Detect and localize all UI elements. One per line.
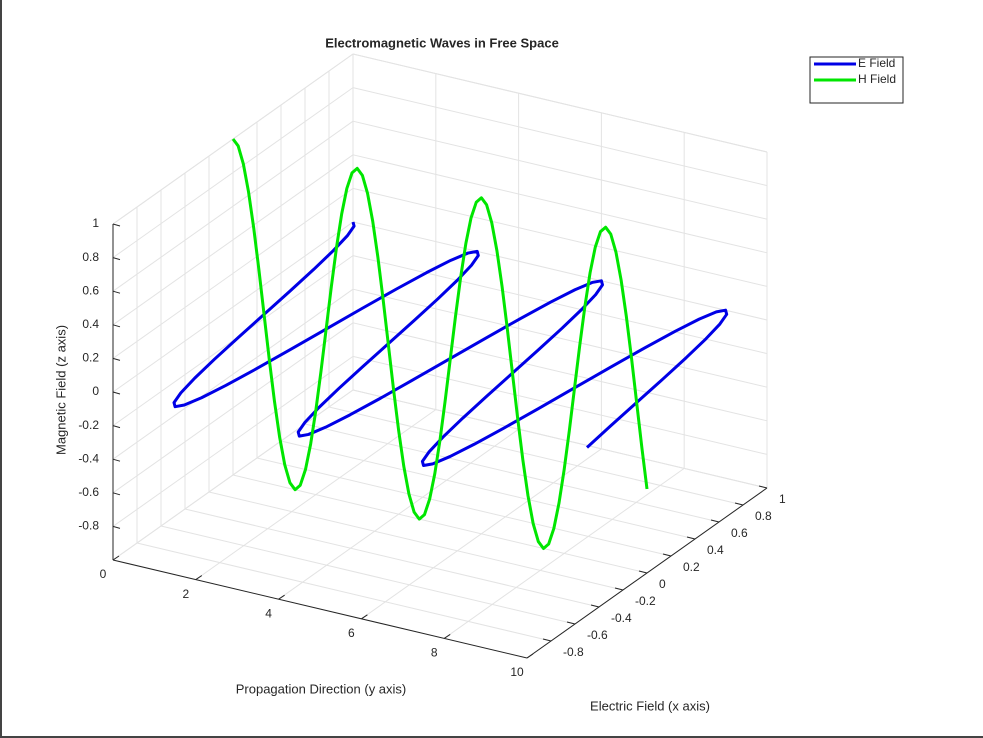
x-tick-label: -0.2 [635,594,656,608]
tick-mark [278,594,285,600]
grid-line [195,409,437,581]
y-tick-label: 8 [431,646,438,660]
x-tick-label: 0.4 [707,543,724,557]
x-tick-label: -0.8 [563,645,584,659]
grid-line [112,154,354,326]
grid-line [184,508,600,608]
y-tick-label: 0 [100,567,107,581]
tick-mark [734,502,744,506]
tick-mark [112,555,120,561]
grid-line [352,154,768,254]
x-tick-label: 0.8 [755,509,772,523]
z-tick-label: 0 [92,384,99,398]
tick-mark [112,458,121,462]
x-tick-label: -0.6 [587,628,608,642]
tick-mark [710,519,720,523]
tick-mark [614,587,624,591]
grid-line [352,255,768,355]
grid-line [112,87,354,259]
legend-label: E Field [858,56,895,70]
x-axis-title: Electric Field (x axis) [590,698,710,713]
grid-line [136,542,552,642]
tick-mark [112,391,121,395]
grid-line [112,221,354,393]
tick-mark [566,621,576,625]
box-edge [112,389,354,561]
grid-line [232,474,648,574]
x-tick-label: -0.4 [611,611,632,625]
tick-mark [112,257,121,261]
chart-title: Electromagnetic Waves in Free Space [325,35,559,50]
tick-mark [662,553,672,557]
grid-line [352,355,768,455]
grid-line [361,448,602,620]
z-tick-label: 0.2 [82,351,99,365]
y-tick-label: 4 [265,606,272,620]
x-tick-label: 0.2 [683,560,700,574]
tick-mark [638,570,648,574]
y-axis-title: Propagation Direction (y axis) [236,681,407,696]
y-tick-label: 10 [510,665,524,679]
z-tick-label: -0.4 [78,451,99,465]
tick-mark [443,633,451,639]
z-tick-label: -0.8 [78,519,99,533]
x-tick-label: 0.6 [731,526,748,540]
grid-line [112,187,354,359]
tick-mark [526,653,534,659]
grid-line [112,355,354,527]
tick-mark [758,485,768,489]
tick-mark [112,425,121,429]
x-tick-label: 1 [779,492,786,506]
plot-area [172,138,729,550]
grid-line [352,322,768,422]
x-tick-label: 0 [659,577,666,591]
y-tick-label: 6 [348,626,355,640]
z-tick-label: -0.6 [78,485,99,499]
tick-mark [590,604,600,608]
tick-mark [195,575,203,581]
tick-mark [112,290,121,294]
box-edge [352,389,768,489]
tick-mark [542,638,552,642]
z-tick-label: 0.8 [82,250,99,264]
y-tick-label: 2 [182,587,189,601]
tick-mark [112,525,121,529]
box-edge [352,53,768,153]
grid-line [112,120,354,292]
tick-mark [361,614,368,620]
grid-line [208,491,624,591]
z-tick-label: 1 [92,216,99,230]
tick-mark [112,223,121,227]
tick-mark [112,492,121,496]
grid-line [352,87,768,187]
grid-line [352,221,768,321]
grid-line [280,440,696,540]
tick-mark [112,324,121,328]
grid-line [443,467,685,639]
y-axis-line [112,559,528,659]
tick-mark [686,536,696,540]
z-tick-label: -0.2 [78,418,99,432]
grid: -0.8-0.6-0.4-0.200.20.40.60.810246810-0.… [78,53,786,679]
grid-line [352,187,768,287]
z-tick-label: 0.4 [82,317,99,331]
z-axis-title: Magnetic Field (z axis) [53,325,68,455]
series-line [172,221,729,467]
grid-line [256,457,672,557]
grid-line [304,423,720,523]
grid-line [112,288,354,460]
grid-line [352,120,768,220]
legend: E Field H Field [809,56,904,104]
series-line [231,138,649,550]
grid-line [112,322,354,494]
z-tick-label: 0.6 [82,283,99,297]
grid-line [352,288,768,388]
grid-line [278,428,519,600]
grid-line [160,525,576,625]
tick-mark [112,357,121,361]
legend-label: H Field [858,72,896,86]
